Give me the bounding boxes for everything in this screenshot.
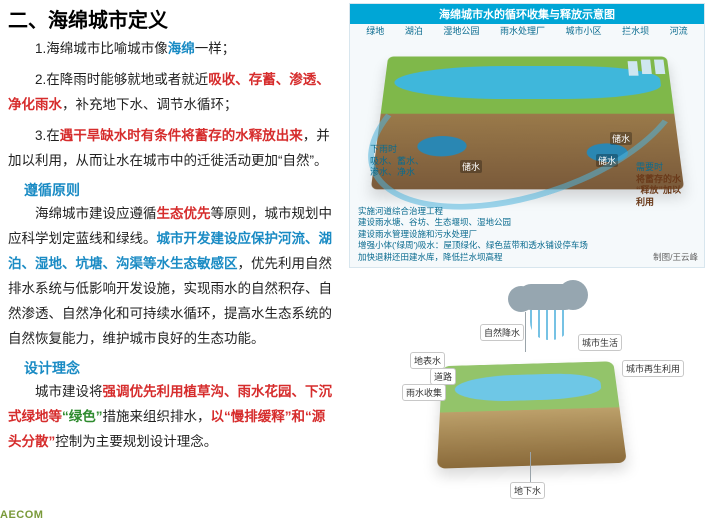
lbl-river: 河流 — [670, 24, 688, 37]
figure-1-title: 海绵城市水的循环收集与释放示意图 — [350, 4, 704, 24]
logo: AECOM — [0, 509, 43, 521]
p3-hl: 遇干旱缺水时有条件将蓄存的水释放出来 — [60, 128, 303, 143]
figure-2-terrain — [437, 361, 627, 468]
definition-2: 2.在降雨时能够就地或者就近吸收、存蓄、渗透、净化雨水，补充地下水、调节水循环； — [8, 68, 337, 118]
lbl-dam: 拦水坝 — [622, 24, 649, 37]
sub-l3: 渗水、净水 — [370, 167, 424, 179]
cap2: 建设雨水塘、谷坊、生态堰坝、湿地公园 — [358, 217, 696, 228]
p1-hl: 海绵 — [168, 41, 195, 56]
text-column: 二、海绵城市定义 1.海绵城市比喻城市像海绵一样； 2.在降雨时能够就地或者就近… — [0, 0, 345, 465]
tag-aquifer-1: 储水 — [460, 160, 482, 173]
d-c: 控制为主要规划设计理念。 — [55, 434, 217, 449]
tag-aquifer-3: 储水 — [610, 132, 632, 145]
subheading-principles: 遵循原则 — [24, 180, 337, 200]
pr-hl1: 生态优先 — [157, 206, 211, 221]
callout-road: 道路 — [430, 368, 456, 385]
pk1: 需要时 — [636, 162, 696, 174]
leader-line — [525, 312, 526, 352]
p2-b: ，补充地下水、调节水循环； — [62, 97, 238, 112]
figure-2-water-cycle: 自然降水 城市生活 地表水 城市再生利用 雨水收集 道路 地下水 — [370, 282, 690, 506]
p1-a: 1.海绵城市比喻城市像 — [35, 41, 168, 56]
subheading-design: 设计理念 — [24, 358, 337, 378]
buildings-icon — [641, 60, 652, 74]
pk2: 将蓄存的水 — [636, 174, 696, 186]
fig2-river-shape — [454, 373, 602, 403]
river-shape — [392, 66, 662, 99]
cap3: 建设雨水管理设施和污水处理厂 — [358, 229, 696, 240]
section-title: 二、海绵城市定义 — [8, 4, 337, 33]
lbl-green: 绿地 — [366, 24, 384, 37]
pr-a: 海绵城市建设应遵循 — [35, 206, 157, 221]
leader-line-2 — [530, 452, 531, 482]
cap5: 加快退耕还田建水库，降低拦水坝高程 — [358, 252, 696, 263]
figure-1-credit: 制图/王云峰 — [653, 251, 698, 263]
definition-1: 1.海绵城市比喻城市像海绵一样； — [8, 37, 337, 62]
p2-a: 2.在降雨时能够就地或者就近 — [35, 72, 208, 87]
aquifer-shape-1 — [416, 136, 467, 156]
rain-icon — [530, 310, 570, 340]
definition-3: 3.在遇干旱缺水时有条件将蓄存的水释放出来，并加以利用，从而让水在城市中的迁徙活… — [8, 124, 337, 174]
callout-city-life: 城市生活 — [578, 334, 622, 351]
figure-1-caption: 实施河道综合治理工程 建设雨水塘、谷坊、生态堰坝、湿地公园 建设雨水管理设施和污… — [358, 206, 696, 263]
callout-reuse: 城市再生利用 — [622, 360, 684, 377]
pk3: “释放”加以 — [636, 185, 696, 197]
callout-rain-collect: 雨水收集 — [402, 384, 446, 401]
p3-a: 3.在 — [35, 128, 60, 143]
figure-1-top-labels: 绿地 湖泊 湿地公园 雨水处理厂 城市小区 拦水坝 河流 — [350, 23, 704, 38]
cap1: 实施河道综合治理工程 — [358, 206, 696, 217]
figure-1-sponge-city-cycle: 海绵城市水的循环收集与释放示意图 绿地 湖泊 湿地公园 雨水处理厂 城市小区 拦… — [349, 3, 705, 268]
lbl-wetland: 湿地公园 — [443, 24, 479, 37]
cap4: 增强小体('绿周')吸水：屋顶绿化、绿色蓝带和透水铺设停车场 — [358, 240, 696, 251]
callout-precipitation: 自然降水 — [480, 324, 524, 341]
lbl-plant: 雨水处理厂 — [500, 24, 545, 37]
sub-l1: 下雨时 — [370, 144, 424, 156]
principles-text: 海绵城市建设应遵循生态优先等原则，城市规划中应科学划定蓝线和绿线。城市开发建设应… — [8, 202, 337, 352]
d-a: 城市建设将 — [35, 384, 103, 399]
lbl-lake: 湖泊 — [405, 24, 423, 37]
figure-1-right-note: 需要时 将蓄存的水 “释放”加以 利用 — [636, 162, 696, 209]
cloud-icon — [518, 284, 578, 310]
d-green: “绿色” — [62, 409, 103, 424]
lbl-zone: 城市小区 — [566, 24, 602, 37]
callout-groundwater: 地下水 — [510, 482, 545, 499]
d-b: 措施来组织排水， — [103, 409, 211, 424]
sub-l2: 吸水、蓄水、 — [370, 156, 424, 168]
figure-1-left-note: 下雨时 吸水、蓄水、 渗水、净水 — [370, 144, 424, 179]
p1-b: 一样； — [195, 41, 236, 56]
design-text: 城市建设将强调优先利用植草沟、雨水花园、下沉式绿地等“绿色”措施来组织排水，以“… — [8, 380, 337, 455]
tag-aquifer-2: 储水 — [596, 154, 618, 167]
callout-surface-water: 地表水 — [410, 352, 445, 369]
